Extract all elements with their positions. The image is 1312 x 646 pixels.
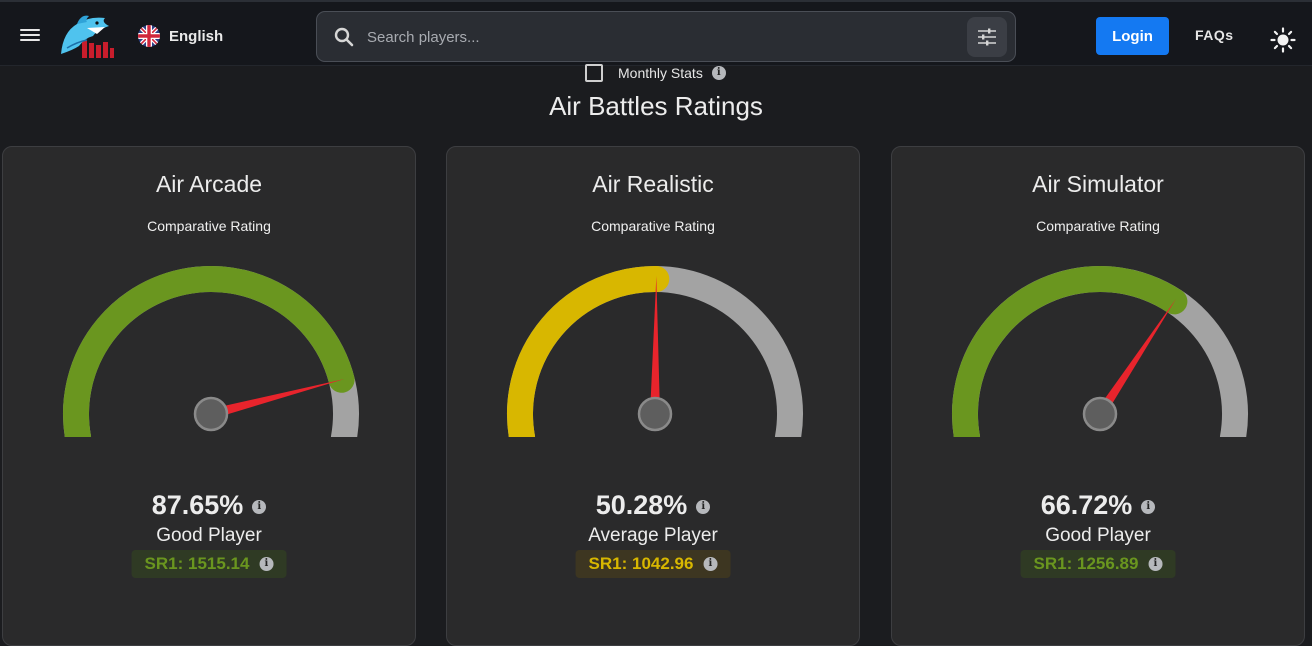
gauge-needle-hub — [637, 396, 673, 432]
faqs-link[interactable]: FAQs — [1195, 27, 1234, 43]
player-rating-label: Good Player — [1045, 525, 1151, 546]
rating-percent: 87.65% — [151, 490, 244, 520]
rating-card-air-realistic: Air Realistic Comparative Rating 50.28% i… — [446, 146, 860, 646]
sr-value: SR1: 1256.89 — [1033, 554, 1139, 573]
rating-percent: 50.28% — [595, 490, 688, 520]
login-button[interactable]: Login — [1096, 17, 1169, 55]
sr-badge: SR1: 1042.96 i — [575, 550, 731, 578]
language-label: English — [169, 27, 224, 45]
sr-badge: SR1: 1515.14 i — [131, 550, 287, 578]
gauge-needle — [1095, 298, 1177, 417]
percent-row: 66.72% i — [892, 490, 1304, 521]
sr-value: SR1: 1042.96 — [588, 554, 694, 573]
player-search-bar — [316, 11, 1016, 62]
search-icon — [334, 27, 354, 47]
card-title: Air Realistic — [592, 171, 714, 197]
info-icon[interactable]: i — [259, 557, 274, 571]
gauge-needle — [650, 276, 660, 415]
search-input[interactable] — [367, 22, 957, 52]
rating-card-air-simulator: Air Simulator Comparative Rating 66.72% i… — [891, 146, 1305, 646]
rating-gauge — [63, 266, 359, 437]
gauge-value-arc — [507, 266, 670, 437]
percent-row: 50.28% i — [447, 490, 859, 521]
rating-percent: 66.72% — [1040, 490, 1133, 520]
filter-button[interactable] — [967, 17, 1007, 57]
monthly-stats-label: Monthly Stats — [618, 65, 703, 81]
gauge-value-arc — [63, 266, 355, 437]
rating-gauge — [507, 266, 803, 437]
card-subtitle: Comparative Rating — [591, 218, 715, 234]
info-icon[interactable]: i — [252, 500, 267, 514]
rating-gauge — [952, 266, 1248, 437]
sr-value: SR1: 1515.14 — [144, 554, 250, 573]
menu-icon[interactable] — [17, 26, 43, 48]
monthly-stats-toggle: Monthly Stats i — [585, 62, 726, 84]
language-selector[interactable]: English — [138, 24, 223, 48]
gauge-value-arc — [952, 266, 1188, 437]
sr-badge: SR1: 1256.89 i — [1020, 550, 1176, 578]
gauge-needle-hub — [193, 396, 229, 432]
tune-icon — [978, 28, 996, 46]
info-icon[interactable]: i — [1141, 500, 1156, 514]
monthly-stats-checkbox[interactable] — [585, 64, 603, 82]
card-subtitle: Comparative Rating — [147, 218, 271, 234]
player-rating-label: Average Player — [588, 525, 718, 546]
page-title: Air Battles Ratings — [549, 91, 763, 121]
card-title: Air Arcade — [155, 171, 263, 197]
card-title: Air Simulator — [1032, 171, 1164, 197]
uk-flag-icon — [138, 25, 160, 47]
sun-icon[interactable] — [1269, 26, 1297, 54]
card-subtitle: Comparative Rating — [1036, 218, 1160, 234]
info-icon[interactable]: i — [711, 66, 726, 80]
info-icon[interactable]: i — [703, 557, 718, 571]
percent-row: 87.65% i — [3, 490, 415, 521]
info-icon[interactable]: i — [1148, 557, 1163, 571]
info-icon[interactable]: i — [696, 500, 711, 514]
player-rating-label: Good Player — [156, 525, 262, 546]
gauge-needle-hub — [1082, 396, 1118, 432]
top-navigation-bar: English Login FAQs — [0, 0, 1312, 66]
shark-logo[interactable] — [57, 12, 115, 60]
rating-card-air-arcade: Air Arcade Comparative Rating 87.65% i Go… — [2, 146, 416, 646]
gauge-needle — [209, 378, 345, 419]
